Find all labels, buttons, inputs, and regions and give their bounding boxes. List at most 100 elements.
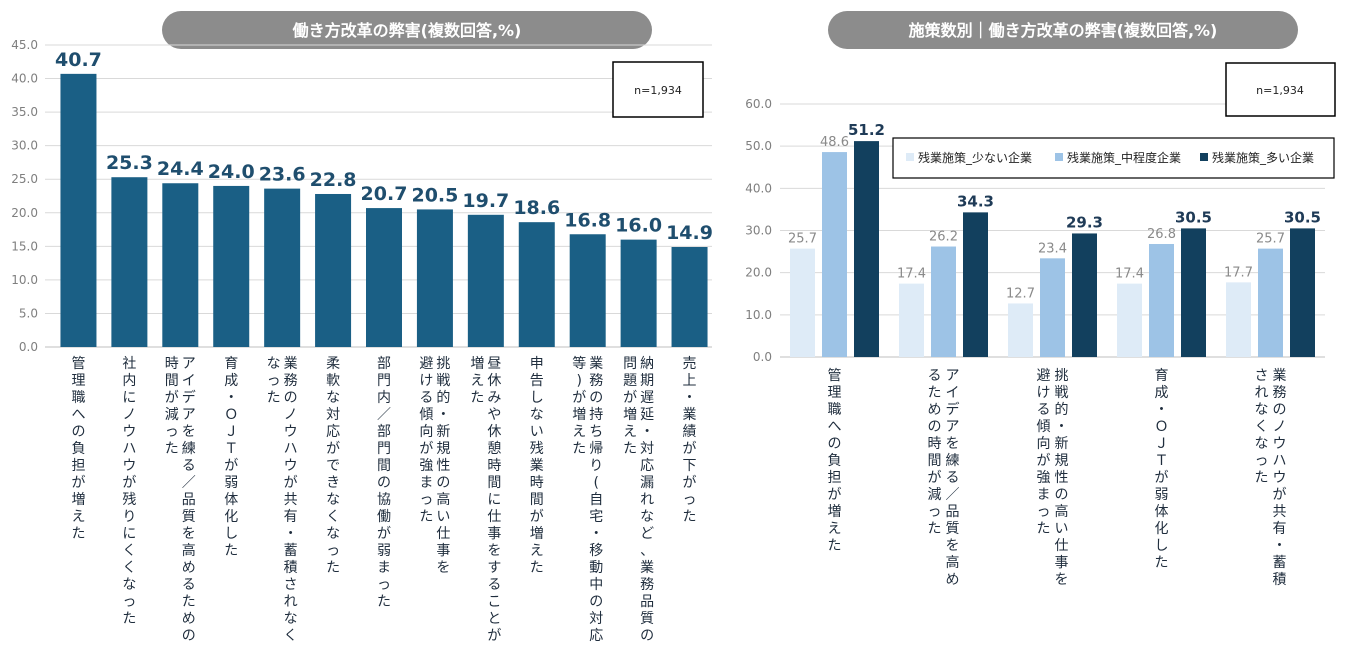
left-category-label: 社内にノウハウが残りにくくなった [122,356,136,627]
left-category-label: 業務のノウハウが共有・蓄積されなく [284,356,298,644]
right-grouped-bar-chart: 施策数別｜働き方改革の弊害(複数回答,%) 0.0 10.0 20.0 30.0 40.0… [745,11,1336,588]
right-bar [854,141,879,357]
right-n-label: n=1,934 [1256,84,1304,97]
right-category-label: 避ける傾向が強まった [1037,368,1051,537]
left-bar [60,73,97,347]
left-bar-value-label: 25.3 [106,152,153,174]
right-bar [963,212,988,357]
left-bar [315,193,352,347]
right-bar-value-label: 25.7 [788,232,817,247]
right-bar [1149,243,1174,357]
right-y-tick-label: 10.0 [745,308,772,322]
right-bar [1040,258,1065,357]
right-title-pill [828,11,1298,49]
left-bar [416,209,453,347]
left-bar [467,214,504,347]
left-category-label: 部門内／部門間の協働が弱まった [377,356,391,610]
right-bar-value-label: 26.2 [929,230,958,245]
right-chart-title: 施策数別｜働き方改革の弊害(複数回答,%) [909,21,1218,40]
left-bar-value-label: 16.8 [564,209,611,231]
right-legend [892,137,1335,179]
right-bar-value-label: 26.8 [1147,227,1176,242]
left-bar-value-label: 23.6 [259,164,306,186]
right-y-tick-label: 60.0 [745,97,772,111]
left-bar [671,247,708,347]
right-bar-value-label: 17.4 [1115,267,1144,282]
right-bar-value-label: 23.4 [1038,241,1067,256]
left-bar [518,222,555,347]
left-bar [366,208,402,347]
left-category-label: なった [267,356,281,406]
left-bar-value-label: 16.0 [615,215,662,237]
right-category-label: 業務のノウハウが共有・蓄積 [1273,368,1287,588]
left-y-tick-label: 35.0 [11,105,38,119]
left-y-tick-label: 40.0 [11,72,38,86]
right-bar-value-label: 29.3 [1066,213,1103,231]
legend-entry-label: 残業施策_多い企業 [1212,150,1314,165]
right-bar [1072,233,1097,357]
right-y-tick-label: 40.0 [745,181,772,195]
right-bar [1008,303,1033,357]
legend-entry-label: 残業施策_中程度企業 [1067,150,1181,165]
right-y-tick-label: 20.0 [745,266,772,280]
left-bar-value-label: 24.0 [208,161,255,183]
legend-swatch [906,153,914,161]
left-y-tick-label: 20.0 [11,206,38,220]
right-y-tick-label: 30.0 [745,224,772,238]
right-bar-value-label: 17.7 [1224,265,1253,280]
legend-swatch [1200,153,1208,161]
left-y-tick-label: 0.0 [19,340,38,354]
left-category-label: 問題が増えた [623,356,637,457]
right-bar [1290,228,1315,357]
right-category-label: 育成・ＯＪＴが弱体化した [1155,368,1169,571]
left-category-label: 挑戦的・新規性の高い仕事を [436,356,450,576]
left-y-tick-label: 45.0 [11,38,38,52]
left-y-tick-label: 15.0 [11,239,38,253]
left-bar-value-label: 24.4 [157,158,204,180]
right-bar [790,248,815,357]
left-bar-value-label: 19.7 [462,190,509,212]
right-bar-value-label: 12.7 [1006,286,1035,301]
left-category-label: 管理職への負担が増えた [71,356,85,542]
right-bar [1226,282,1251,357]
left-y-tick-label: 30.0 [11,139,38,153]
left-n-box [612,61,704,118]
left-category-label: 増えた [470,356,484,406]
right-bar-value-label: 30.5 [1284,208,1321,226]
right-bar [931,246,956,357]
legend-entry-label: 残業施策_少ない企業 [918,150,1032,165]
left-bar-value-label: 22.8 [310,169,357,191]
left-bar [264,188,301,347]
right-bar-value-label: 17.4 [897,267,926,282]
left-category-label: 柔軟な対応ができなくなった [326,356,340,576]
right-bar [1181,228,1206,357]
left-bar [620,239,657,347]
right-y-tick-label: 0.0 [753,350,772,364]
left-category-label: 申告しない残業時間が増えた [530,356,544,576]
left-category-label: 育成・ＯＪＴが弱体化した [224,356,238,559]
right-category-label: されなくなった [1255,368,1269,486]
right-category-label: 挑戦的・新規性の高い仕事を [1055,368,1069,588]
left-bar [569,234,606,347]
right-bar [1117,283,1142,357]
left-category-label: 避ける傾向が強まった [419,356,433,525]
left-category-label: 納期遅延・対応漏れなど、業務品質の [640,356,654,644]
left-bar-value-label: 18.6 [513,197,560,219]
right-bar-value-label: 48.6 [820,135,849,150]
left-category-label: 時間が減った [165,356,179,457]
right-category-label: 管理職への負担が増えた [828,368,842,554]
left-title-pill [162,11,652,49]
right-bar [899,283,924,357]
right-bar-value-label: 34.3 [957,192,994,210]
left-category-label: アイデアを練る／品質を高めるための [182,356,196,644]
left-n-label: n=1,934 [634,84,682,97]
right-y-tick-label: 50.0 [745,139,772,153]
left-bar-chart: 働き方改革の弊害(複数回答,%) 0.0 5.0 10.0 15.0 20.0 25.0 30… [11,11,713,644]
right-bar-value-label: 30.5 [1175,208,1212,226]
left-y-tick-label: 5.0 [19,306,38,320]
left-category-label: 業務の持ち帰り(自宅・移動中の対応 [589,356,603,644]
left-y-tick-label: 10.0 [11,273,38,287]
left-category-label: 売上・業績が下がった [683,356,697,525]
left-bar [111,177,148,347]
